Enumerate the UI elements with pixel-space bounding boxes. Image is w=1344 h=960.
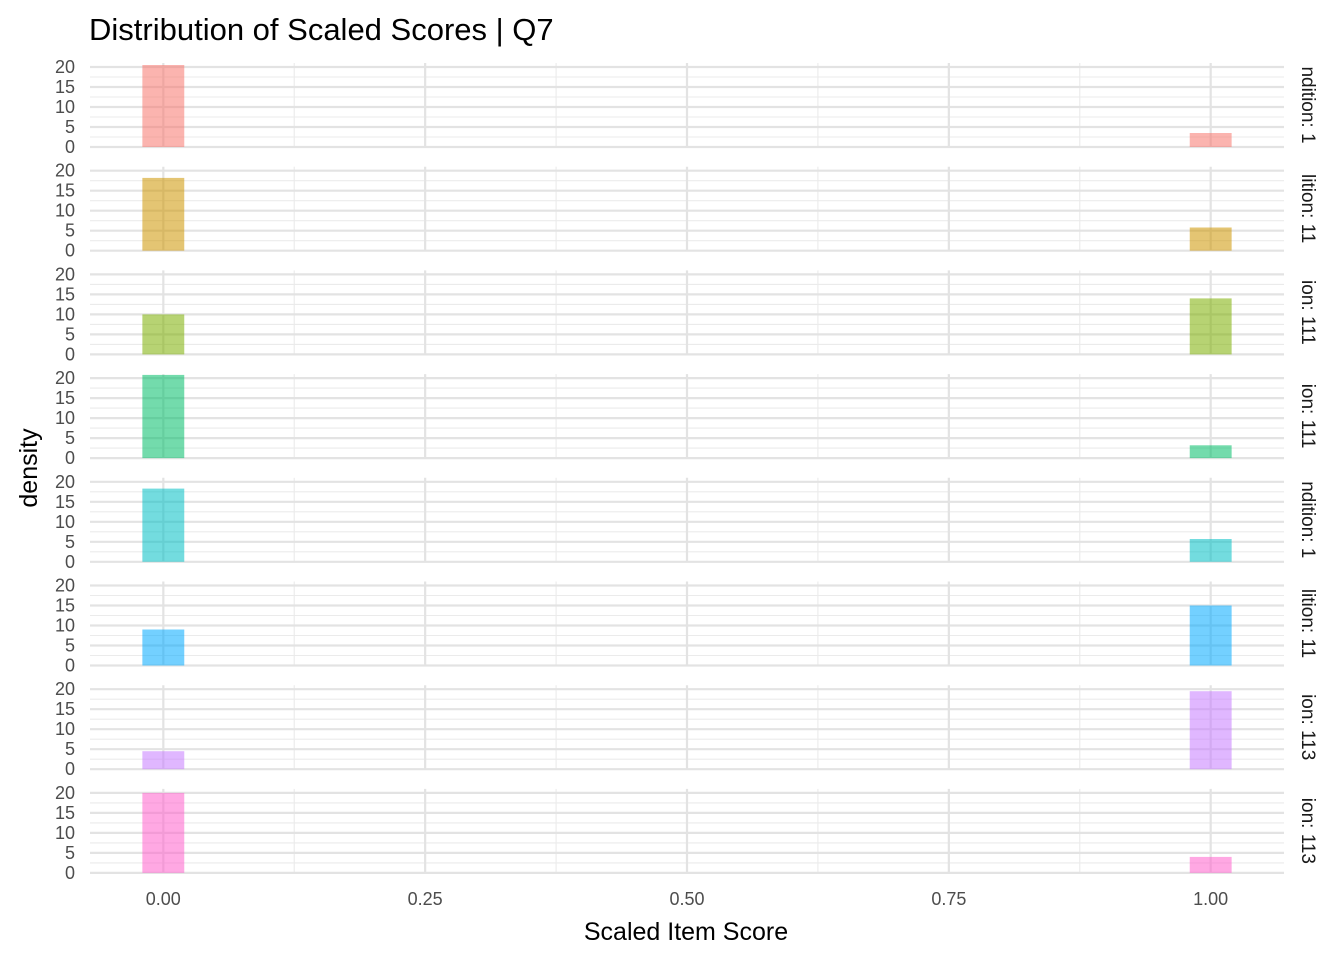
y-tick-label: 10 bbox=[55, 97, 75, 117]
y-tick-label: 20 bbox=[55, 783, 75, 803]
y-tick-label: 5 bbox=[65, 221, 75, 241]
facet-strip-label: lition: 11 bbox=[1297, 589, 1318, 658]
y-tick-label: 20 bbox=[55, 576, 75, 596]
y-tick-label: 0 bbox=[65, 137, 75, 157]
y-tick-label: 10 bbox=[55, 408, 75, 428]
facet-strip-label: ion: 111 bbox=[1297, 384, 1318, 449]
facet-strip: lition: 11 bbox=[1297, 174, 1318, 243]
y-tick-label: 20 bbox=[55, 264, 75, 284]
x-tick-label: 0.50 bbox=[669, 889, 704, 909]
x-axis-title: Scaled Item Score bbox=[584, 918, 788, 946]
y-tick-label: 0 bbox=[65, 656, 75, 676]
y-tick-label: 10 bbox=[55, 304, 75, 324]
histogram-bar bbox=[1189, 133, 1232, 147]
y-tick-label: 10 bbox=[55, 823, 75, 843]
y-tick-label: 0 bbox=[65, 759, 75, 779]
y-tick-label: 15 bbox=[55, 284, 75, 304]
histogram-bar bbox=[142, 751, 185, 770]
histogram-bar bbox=[142, 488, 185, 562]
histogram-bar bbox=[1189, 539, 1232, 562]
y-tick-label: 10 bbox=[55, 616, 75, 636]
facet-strip: ion: 111 bbox=[1297, 384, 1318, 449]
chart-title: Distribution of Scaled Scores | Q7 bbox=[89, 12, 554, 47]
histogram-bar bbox=[1189, 605, 1232, 666]
x-tick-label: 0.00 bbox=[146, 889, 181, 909]
facet-strip-label: ion: 111 bbox=[1297, 280, 1318, 345]
x-axis: 0.00 0.25 0.50 0.75 1.00 bbox=[146, 889, 1228, 909]
histogram-bar bbox=[142, 314, 185, 355]
facet-strip: ion: 113 bbox=[1297, 694, 1318, 760]
y-tick-label: 20 bbox=[55, 472, 75, 492]
y-tick-label: 15 bbox=[55, 492, 75, 512]
histogram-bar bbox=[142, 177, 185, 251]
y-tick-label: 15 bbox=[55, 699, 75, 719]
y-tick-label: 15 bbox=[55, 77, 75, 97]
facet-strip-label: ndition: 1 bbox=[1297, 481, 1318, 558]
histogram-bar bbox=[1189, 856, 1232, 873]
y-tick-label: 20 bbox=[55, 368, 75, 388]
y-tick-label: 5 bbox=[65, 428, 75, 448]
x-tick-label: 1.00 bbox=[1193, 889, 1228, 909]
histogram-bar bbox=[142, 374, 185, 459]
facet-strip: lition: 11 bbox=[1297, 589, 1318, 658]
y-tick-label: 10 bbox=[55, 719, 75, 739]
y-tick-label: 15 bbox=[55, 803, 75, 823]
y-tick-label: 15 bbox=[55, 596, 75, 616]
y-tick-label: 5 bbox=[65, 117, 75, 137]
facet-strip: ndition: 1 bbox=[1297, 481, 1318, 558]
facet-strip-label: lition: 11 bbox=[1297, 174, 1318, 243]
y-tick-label: 15 bbox=[55, 388, 75, 408]
y-tick-label: 15 bbox=[55, 181, 75, 201]
histogram-bar bbox=[142, 65, 185, 147]
histogram-bar bbox=[1189, 691, 1232, 770]
y-tick-label: 5 bbox=[65, 636, 75, 656]
y-tick-label: 10 bbox=[55, 512, 75, 532]
y-axis-title: density bbox=[15, 428, 43, 508]
facet-strip-label: ion: 113 bbox=[1297, 694, 1318, 760]
histogram-bar bbox=[142, 629, 185, 666]
facet-strip: ndition: 1 bbox=[1297, 66, 1318, 143]
facet-strip: ion: 111 bbox=[1297, 280, 1318, 345]
y-tick-label: 20 bbox=[55, 161, 75, 181]
histogram-bar bbox=[1189, 227, 1232, 251]
y-tick-label: 10 bbox=[55, 201, 75, 221]
y-tick-label: 20 bbox=[55, 679, 75, 699]
y-tick-label: 5 bbox=[65, 739, 75, 759]
x-tick-label: 0.75 bbox=[931, 889, 966, 909]
histogram-bar bbox=[1189, 445, 1232, 459]
y-tick-label: 0 bbox=[65, 241, 75, 261]
y-tick-label: 5 bbox=[65, 532, 75, 552]
y-tick-label: 20 bbox=[55, 57, 75, 77]
facet-strip-label: ion: 113 bbox=[1297, 798, 1318, 864]
y-tick-label: 0 bbox=[65, 863, 75, 883]
y-tick-label: 0 bbox=[65, 344, 75, 364]
y-tick-label: 5 bbox=[65, 843, 75, 863]
y-tick-label: 0 bbox=[65, 552, 75, 572]
histogram-bar bbox=[1189, 298, 1232, 355]
facet-strip: ion: 113 bbox=[1297, 798, 1318, 864]
facet-strip-label: ndition: 1 bbox=[1297, 66, 1318, 143]
y-tick-label: 5 bbox=[65, 324, 75, 344]
x-tick-label: 0.25 bbox=[408, 889, 443, 909]
histogram-bar bbox=[142, 792, 185, 873]
y-tick-label: 0 bbox=[65, 448, 75, 468]
